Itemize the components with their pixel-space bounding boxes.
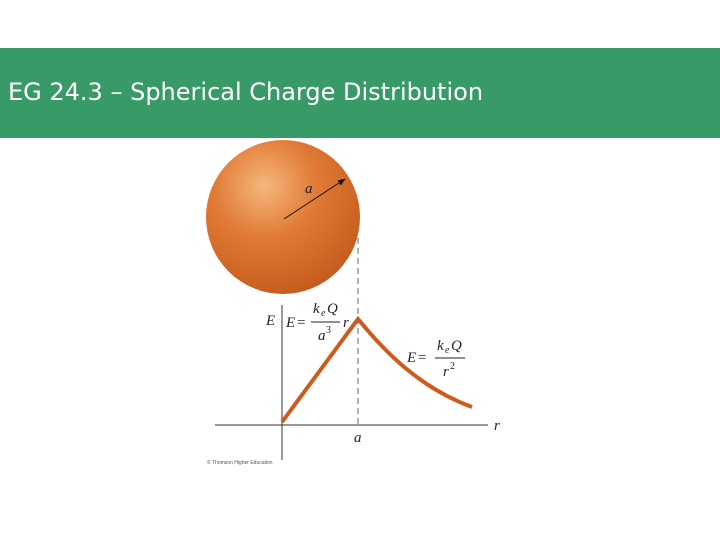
formula-lhs: E [406, 350, 416, 366]
formula-equals: = [418, 350, 426, 366]
formula-q: Q [327, 301, 338, 317]
formula-q: Q [451, 338, 462, 354]
formula-k: k [313, 301, 320, 317]
formula-denominator: r [443, 364, 449, 380]
x-tick-label: a [354, 430, 362, 446]
formula-k: k [437, 338, 444, 354]
formula-factor: r [343, 315, 349, 331]
field-curve [280, 315, 473, 424]
charged-sphere [206, 140, 360, 294]
formula-subscript: e [321, 308, 326, 319]
formula-exponent: 2 [450, 361, 455, 372]
radius-arrow [283, 178, 346, 220]
slide-title: EG 24.3 – Spherical Charge Distribution [8, 78, 484, 106]
formula-lhs: E [285, 315, 295, 331]
title-banner [0, 48, 720, 138]
radius-label: a [305, 181, 313, 197]
x-axis-label: r [494, 418, 500, 434]
formula-equals: = [297, 315, 305, 331]
formula-denominator: a [318, 328, 326, 344]
formula-exponent: 3 [326, 325, 331, 336]
credit: © Thomson Higher Education [207, 459, 273, 466]
y-axis-label: E [265, 313, 275, 329]
formula-subscript: e [445, 345, 450, 356]
